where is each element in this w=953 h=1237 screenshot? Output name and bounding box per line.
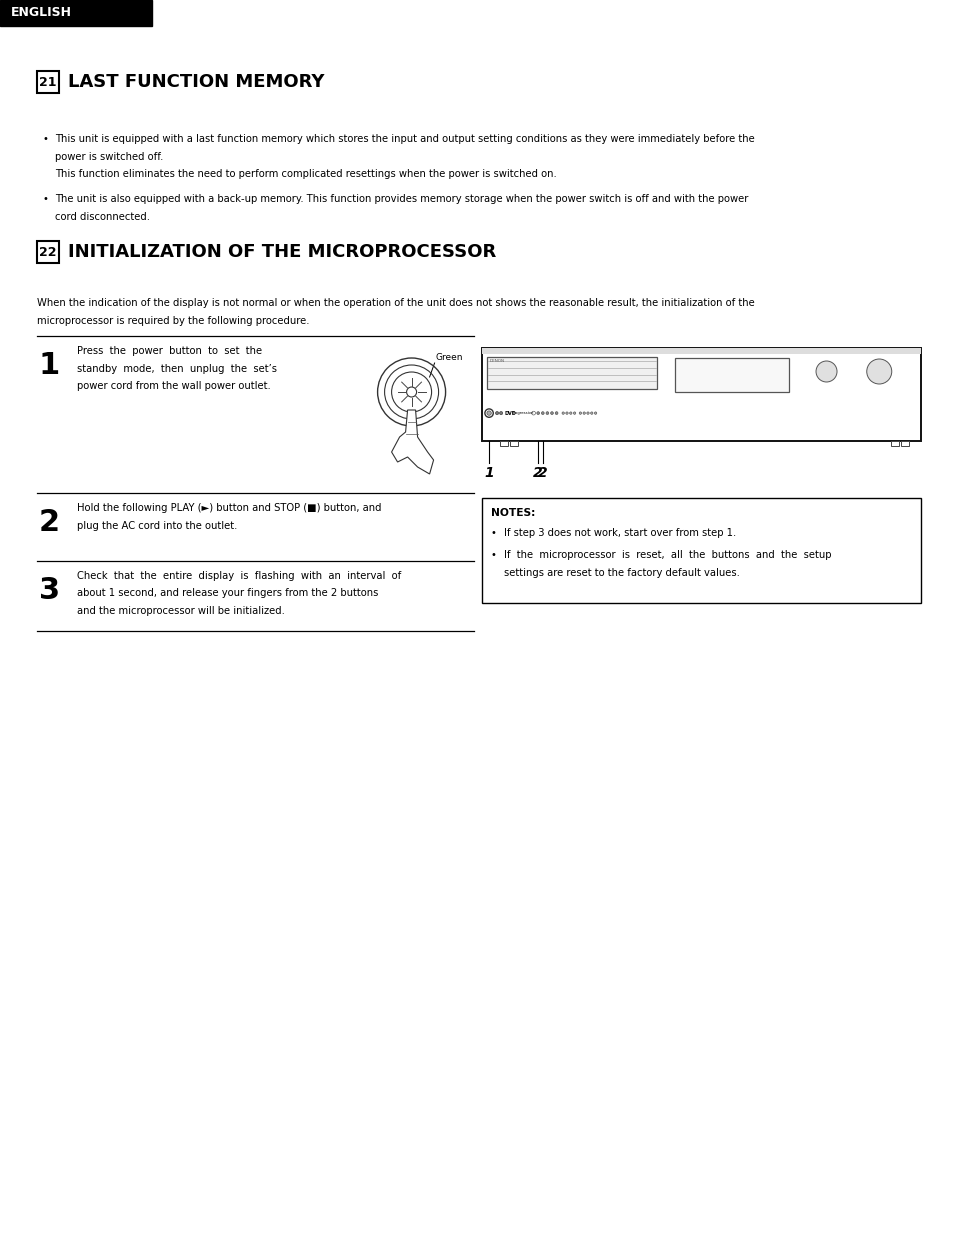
Text: and the microprocessor will be initialized.: and the microprocessor will be initializ…: [77, 606, 285, 616]
Text: Hold the following PLAY (►) button and STOP (■) button, and: Hold the following PLAY (►) button and S…: [77, 503, 381, 513]
Text: When the indication of the display is not normal or when the operation of the un: When the indication of the display is no…: [37, 298, 754, 308]
Text: •: •: [490, 550, 496, 560]
Circle shape: [486, 411, 491, 416]
Text: •: •: [42, 134, 48, 143]
Circle shape: [578, 412, 581, 414]
Text: INITIALIZATION OF THE MICROPROCESSOR: INITIALIZATION OF THE MICROPROCESSOR: [69, 242, 497, 261]
Text: 1: 1: [39, 351, 60, 380]
Circle shape: [540, 412, 543, 414]
Circle shape: [582, 412, 585, 414]
Circle shape: [870, 362, 887, 380]
Circle shape: [565, 412, 568, 414]
Circle shape: [822, 367, 829, 375]
Text: •: •: [490, 528, 496, 538]
Bar: [486, 357, 657, 388]
Bar: [481, 348, 920, 442]
Bar: [900, 440, 908, 447]
Text: Green: Green: [436, 353, 462, 362]
Text: If step 3 does not work, start over from step 1.: If step 3 does not work, start over from…: [503, 528, 735, 538]
Text: power cord from the wall power outlet.: power cord from the wall power outlet.: [77, 381, 271, 391]
Text: 2: 2: [533, 466, 542, 480]
Text: standby  mode,  then  unplug  the  set’s: standby mode, then unplug the set’s: [77, 364, 276, 374]
Text: Progressive: Progressive: [511, 411, 534, 416]
Text: This unit is equipped with a last function memory which stores the input and out: This unit is equipped with a last functi…: [55, 134, 754, 143]
Circle shape: [573, 412, 576, 414]
Text: The unit is also equipped with a back-up memory. This function provides memory s: The unit is also equipped with a back-up…: [55, 194, 747, 204]
Circle shape: [569, 412, 572, 414]
Circle shape: [499, 412, 502, 414]
Text: 2: 2: [39, 508, 60, 537]
Text: •: •: [42, 194, 48, 204]
Text: This function eliminates the need to perform complicated resettings when the pow: This function eliminates the need to per…: [55, 169, 557, 179]
Circle shape: [545, 412, 548, 414]
Text: 1: 1: [484, 466, 494, 480]
Text: Press  the  power  button  to  set  the: Press the power button to set the: [77, 346, 262, 356]
Bar: [890, 440, 898, 447]
Text: power is switched off.: power is switched off.: [55, 151, 163, 162]
Text: DENON: DENON: [489, 359, 504, 362]
Text: 2: 2: [537, 466, 547, 480]
Circle shape: [815, 361, 836, 382]
Bar: [0, 0, 152, 26]
Bar: [37, 72, 58, 93]
Text: NOTES:: NOTES:: [490, 508, 535, 518]
Circle shape: [550, 412, 553, 414]
Text: settings are reset to the factory default values.: settings are reset to the factory defaul…: [503, 568, 739, 578]
Circle shape: [484, 409, 493, 417]
Circle shape: [531, 411, 535, 414]
Text: 22: 22: [39, 245, 56, 259]
Bar: [481, 499, 920, 602]
Bar: [674, 357, 788, 391]
Text: DVD: DVD: [504, 411, 516, 416]
Text: ENGLISH: ENGLISH: [11, 6, 71, 20]
Polygon shape: [391, 409, 433, 474]
Bar: [509, 440, 517, 447]
Circle shape: [537, 412, 539, 414]
Circle shape: [495, 412, 498, 414]
Bar: [37, 241, 58, 262]
Bar: [481, 348, 920, 354]
Circle shape: [586, 412, 589, 414]
Text: 3: 3: [39, 576, 60, 605]
Circle shape: [874, 367, 882, 376]
Circle shape: [866, 359, 891, 383]
Text: cord disconnected.: cord disconnected.: [55, 212, 150, 221]
Text: Check  that  the  entire  display  is  flashing  with  an  interval  of: Check that the entire display is flashin…: [77, 571, 401, 581]
Text: If  the  microprocessor  is  reset,  all  the  buttons  and  the  setup: If the microprocessor is reset, all the …: [503, 550, 830, 560]
Circle shape: [561, 412, 564, 414]
Circle shape: [555, 412, 558, 414]
Text: microprocessor is required by the following procedure.: microprocessor is required by the follow…: [37, 315, 309, 325]
Bar: [499, 440, 507, 447]
Text: 21: 21: [39, 75, 56, 89]
Text: LAST FUNCTION MEMORY: LAST FUNCTION MEMORY: [69, 73, 325, 92]
Text: plug the AC cord into the outlet.: plug the AC cord into the outlet.: [77, 521, 237, 531]
Text: about 1 second, and release your fingers from the 2 buttons: about 1 second, and release your fingers…: [77, 589, 378, 599]
Circle shape: [819, 365, 833, 379]
Circle shape: [590, 412, 593, 414]
Circle shape: [594, 412, 597, 414]
